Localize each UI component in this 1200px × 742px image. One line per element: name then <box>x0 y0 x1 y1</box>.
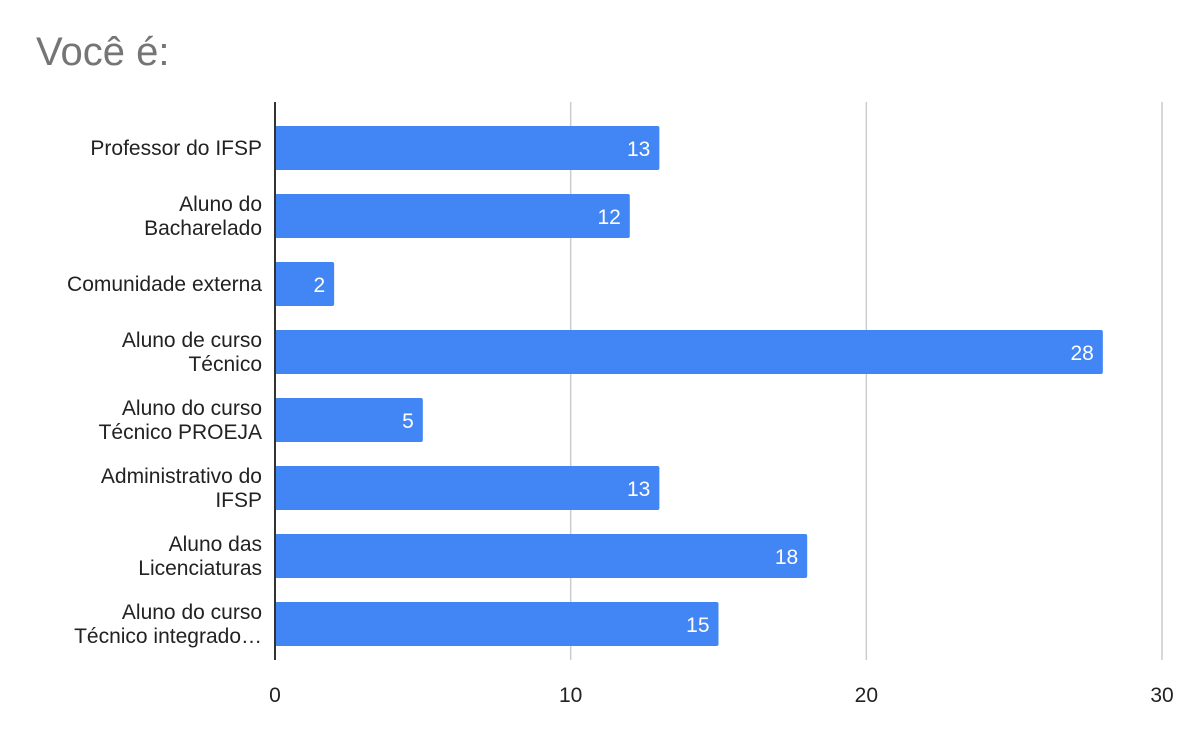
x-tick-label: 0 <box>269 684 281 707</box>
data-label: 12 <box>597 206 620 229</box>
data-label: 13 <box>627 138 650 161</box>
bar <box>275 398 423 442</box>
bar <box>275 262 335 306</box>
data-label: 5 <box>402 410 414 433</box>
bar <box>275 126 660 170</box>
bar <box>275 602 719 646</box>
bar <box>275 330 1103 374</box>
category-label: Professor do IFSP <box>90 137 262 160</box>
category-label: Aluno do curso Técnico integrado… <box>74 601 262 648</box>
category-label: Aluno das Licenciaturas <box>138 533 262 580</box>
data-label: 18 <box>775 546 798 569</box>
x-tick-label: 30 <box>1150 684 1173 707</box>
data-label: 2 <box>313 274 325 297</box>
bars <box>275 126 1103 646</box>
x-tick-label: 10 <box>559 684 582 707</box>
data-label: 15 <box>686 614 709 637</box>
data-label: 13 <box>627 478 650 501</box>
bar <box>275 194 630 238</box>
category-label: Aluno de curso Técnico <box>122 329 262 376</box>
category-label: Aluno do Bacharelado <box>144 193 262 240</box>
chart-title: Você é: <box>36 30 170 74</box>
x-tick-label: 20 <box>855 684 878 707</box>
category-label: Administrativo do IFSP <box>101 465 262 512</box>
bar <box>275 466 660 510</box>
data-label: 28 <box>1071 342 1094 365</box>
category-label: Comunidade externa <box>67 273 262 296</box>
labels: 0 10 20 30 13 Professor do IFSP 12 Aluno do Bach… <box>67 137 1174 707</box>
bar <box>275 534 808 578</box>
category-label: Aluno do curso Técnico PROEJA <box>99 397 262 444</box>
